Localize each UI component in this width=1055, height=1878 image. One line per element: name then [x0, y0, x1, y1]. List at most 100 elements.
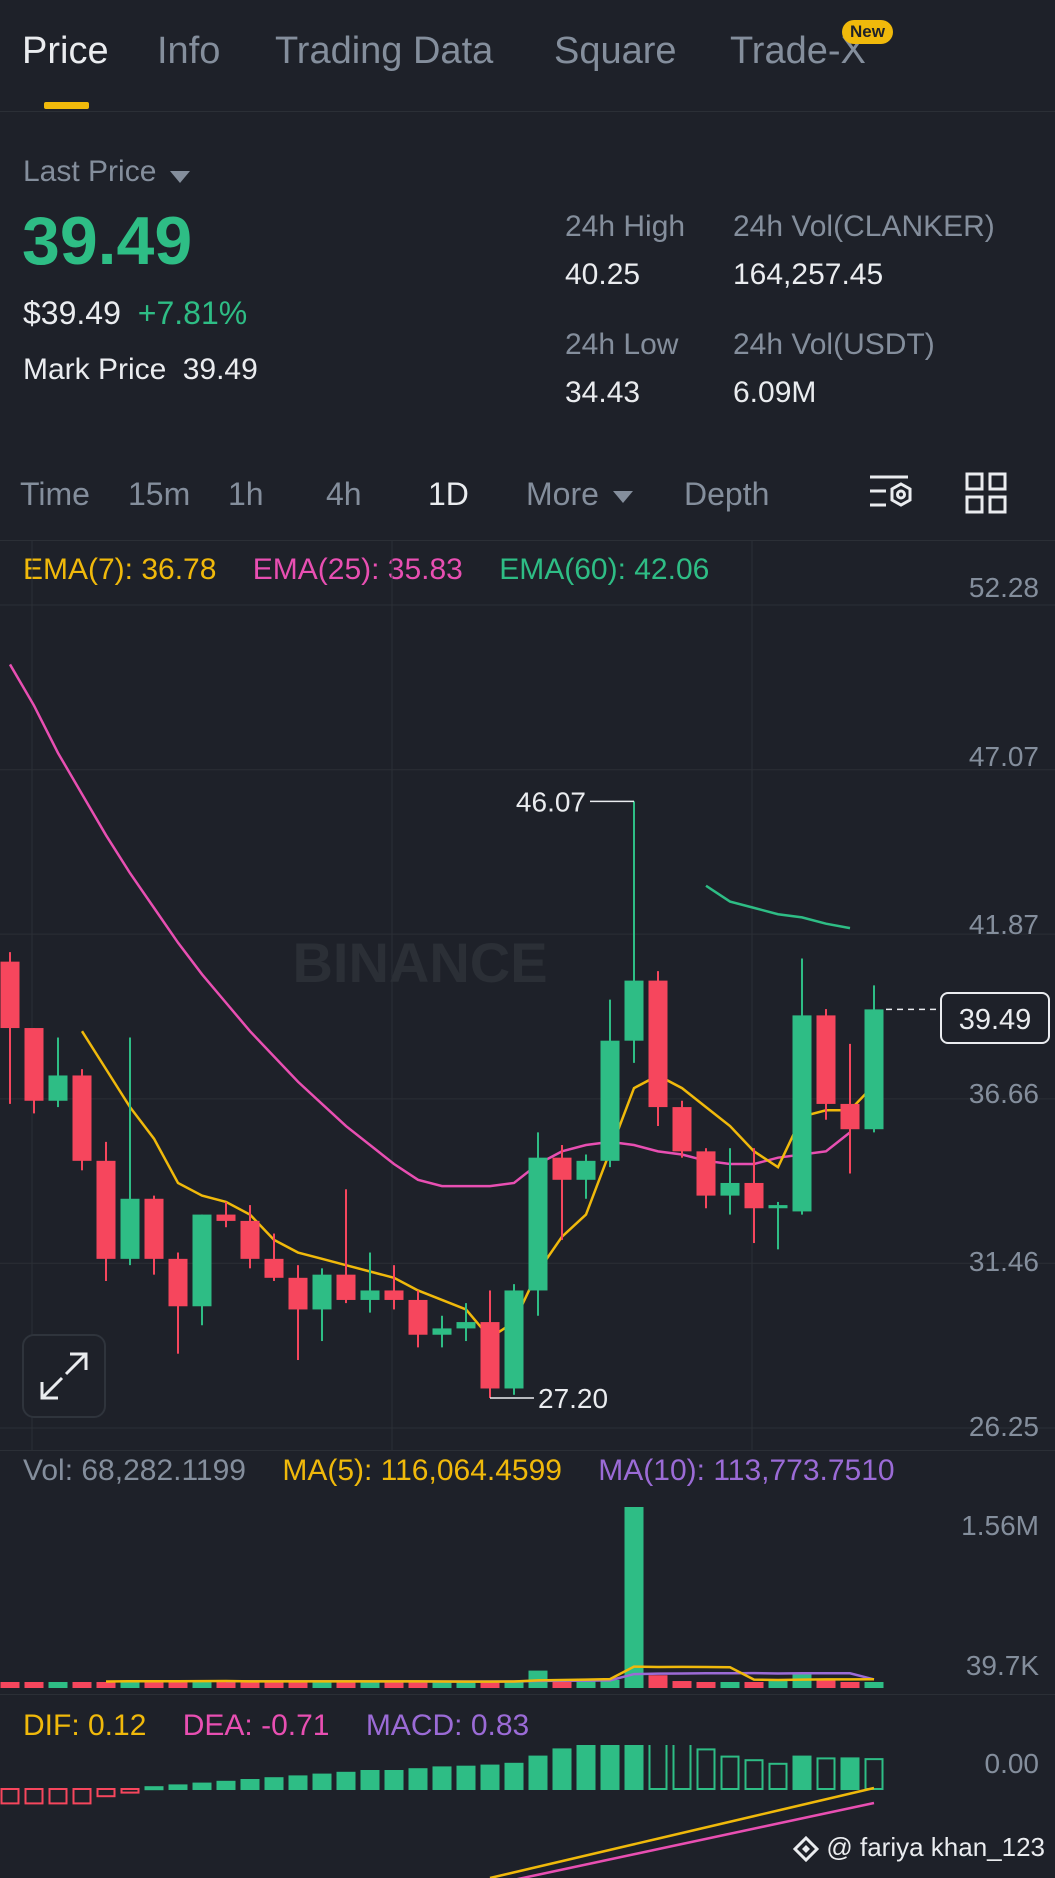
candle-body — [0, 961, 20, 1029]
macd-bar — [264, 1777, 284, 1791]
tf-1d[interactable]: 1D — [428, 476, 469, 512]
tf-more-label: More — [526, 476, 599, 512]
tf-time[interactable]: Time — [20, 476, 90, 512]
vol-base-label: 24h Vol(CLANKER) — [733, 210, 995, 243]
chart-settings-icon[interactable] — [868, 472, 914, 514]
macd-bar — [96, 1788, 116, 1798]
volume-bar — [312, 1682, 332, 1688]
tab-square[interactable]: Square — [554, 30, 677, 72]
last-price-selector[interactable]: Last Price — [23, 155, 191, 189]
credit-text: @ fariya khan_123 — [793, 1832, 1045, 1863]
tab-info[interactable]: Info — [157, 30, 221, 72]
binance-watermark: BINANCE — [292, 931, 547, 994]
candle-body — [792, 1015, 812, 1212]
macd-bar — [528, 1755, 548, 1791]
candle-body — [216, 1214, 236, 1221]
dif-value: DIF: 0.12 — [23, 1709, 147, 1742]
volume-bar — [816, 1679, 836, 1688]
price-axis-label: 31.46 — [968, 1246, 1039, 1277]
candlestick-chart[interactable]: BINANCE 46.07 27.20 — [0, 540, 1055, 1450]
macd-bar — [504, 1762, 524, 1790]
ma10-value: MA(10): 113,773.7510 — [598, 1454, 895, 1487]
fullscreen-button[interactable] — [22, 1334, 106, 1418]
price-axis-label: 41.87 — [968, 909, 1039, 940]
caret-down-icon — [612, 490, 633, 503]
active-tab-indicator — [44, 102, 89, 109]
binance-logo-icon — [793, 1836, 820, 1863]
macd-bar — [120, 1788, 140, 1794]
macd-bar — [552, 1748, 572, 1790]
volume-bar — [168, 1682, 188, 1688]
candle-body — [504, 1290, 524, 1389]
macd-bar — [192, 1782, 212, 1790]
candle-body — [480, 1322, 500, 1389]
macd-bar — [312, 1773, 332, 1790]
candle-body — [192, 1214, 212, 1307]
ema60-value: EMA(60): 42.06 — [499, 553, 710, 586]
tf-4h[interactable]: 4h — [326, 476, 362, 512]
tab-trading-data[interactable]: Trading Data — [275, 30, 494, 72]
vol-base-value: 164,257.45 — [733, 258, 884, 291]
candle-body — [312, 1274, 332, 1310]
tf-more[interactable]: More — [526, 476, 634, 513]
candle-body — [672, 1107, 692, 1152]
macd-bar — [24, 1788, 44, 1805]
volume-bar — [672, 1681, 692, 1688]
candle-body — [264, 1258, 284, 1278]
macd-value: MACD: 0.83 — [365, 1709, 530, 1742]
layout-grid-icon[interactable] — [965, 472, 1007, 514]
last-price-value: 39.49 — [22, 203, 193, 279]
candle-body — [24, 1028, 44, 1101]
macd-bar — [408, 1768, 428, 1790]
candle-body — [48, 1075, 68, 1101]
volume-bar — [768, 1681, 788, 1688]
volume-bar — [120, 1681, 140, 1688]
candle-body — [456, 1322, 476, 1329]
volume-bar — [48, 1682, 68, 1688]
ma5-value: MA(5): 116,064.4599 — [282, 1454, 562, 1487]
divider — [0, 540, 1055, 541]
divider — [0, 1694, 1055, 1695]
tf-15m[interactable]: 15m — [128, 476, 191, 512]
candle-body — [768, 1205, 788, 1209]
volume-bar — [792, 1674, 812, 1688]
current-price-tag: 39.49 — [940, 992, 1050, 1044]
change-percent: +7.81% — [137, 295, 248, 331]
macd-bar — [0, 1788, 20, 1805]
macd-bar — [288, 1775, 308, 1790]
volume-bar — [480, 1682, 500, 1688]
candle-body — [408, 1299, 428, 1335]
volume-bar — [360, 1682, 380, 1688]
vol-quote-value: 6.09M — [733, 376, 817, 409]
macd-bar — [720, 1755, 740, 1791]
usd-price: $39.49 — [23, 295, 121, 331]
macd-bar — [624, 1745, 644, 1791]
last-price-label: Last Price — [23, 155, 157, 188]
volume-bar — [720, 1682, 740, 1688]
top-tab-bar: Price Info Trading Data Square Trade-X N… — [0, 0, 1055, 112]
candle-body — [840, 1103, 860, 1130]
macd-bar — [360, 1770, 380, 1790]
volume-bar — [576, 1681, 596, 1688]
candle-body — [528, 1157, 548, 1291]
tf-1h[interactable]: 1h — [228, 476, 264, 512]
macd-bar — [384, 1770, 404, 1790]
tab-price[interactable]: Price — [22, 30, 109, 72]
ma5-line — [105, 1665, 875, 1683]
candle-body — [696, 1151, 716, 1196]
ema7-line — [80, 1030, 875, 1340]
macd-bar — [72, 1788, 92, 1805]
volume-bar — [24, 1682, 44, 1688]
candle-body — [816, 1015, 836, 1104]
volume-bar — [216, 1682, 236, 1688]
candle-body — [600, 1040, 620, 1161]
tf-depth[interactable]: Depth — [684, 476, 770, 512]
candle-body — [168, 1258, 188, 1307]
candle-body — [72, 1075, 92, 1161]
candle-body — [648, 980, 668, 1108]
macd-bar — [648, 1745, 668, 1790]
high-label: 24h High — [565, 210, 686, 243]
volume-bar — [96, 1682, 116, 1688]
macd-bar — [48, 1788, 68, 1805]
vol-value: Vol: 68,282.1199 — [23, 1454, 246, 1487]
